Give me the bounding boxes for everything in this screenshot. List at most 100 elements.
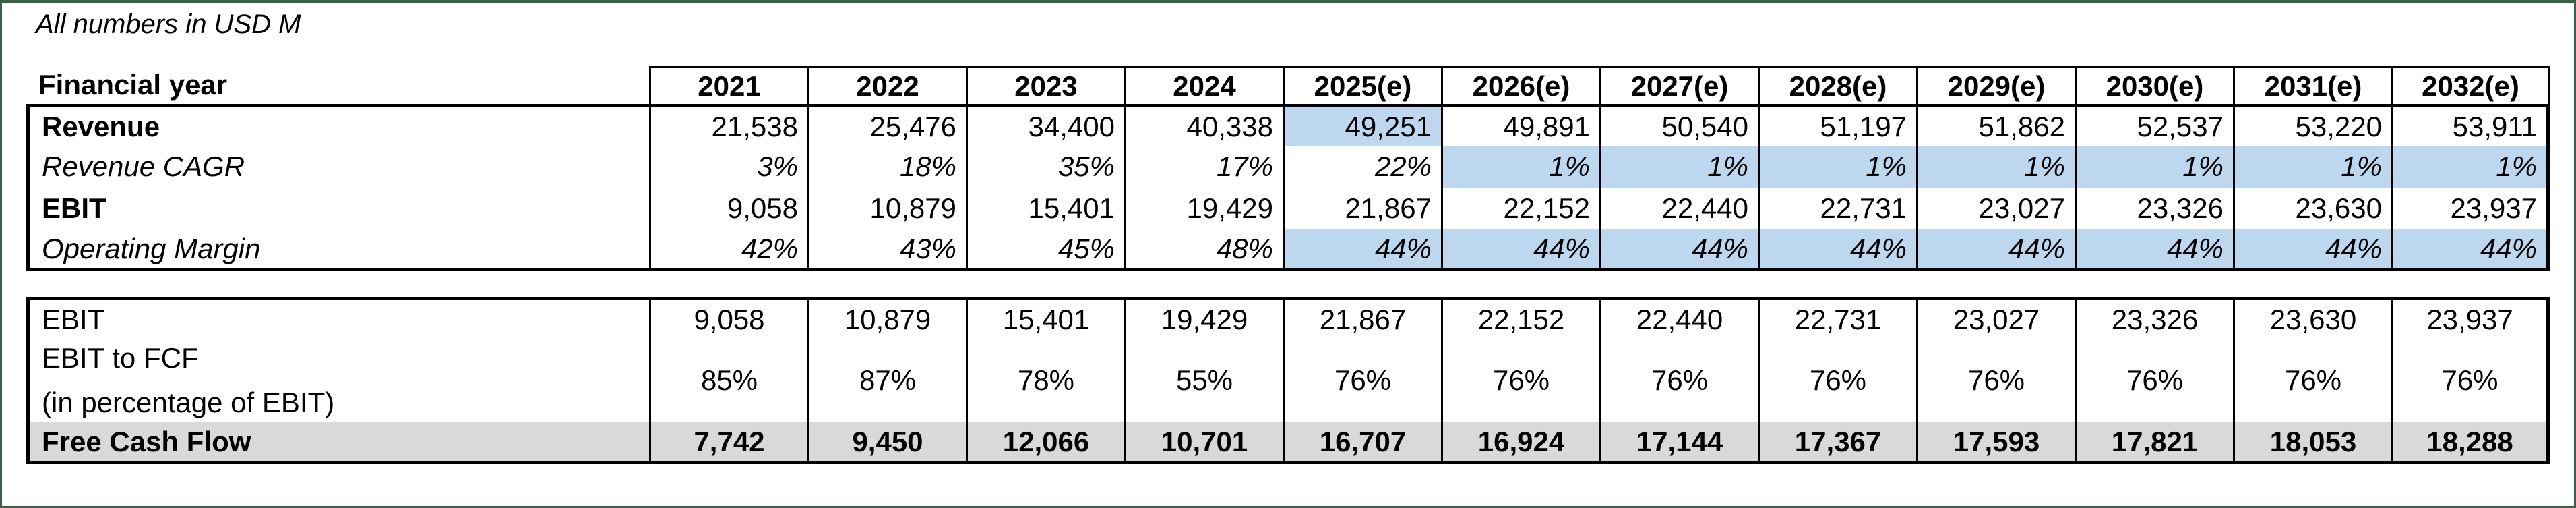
free-cash-flow-label: Free Cash Flow (26, 422, 649, 464)
revenue-cell: 21,538 (649, 104, 807, 146)
operating-margin-cell: 45% (966, 229, 1124, 271)
ebit-cell: 22,440 (1599, 188, 1758, 229)
ebit-to-fcf-cell: 87% (807, 339, 966, 422)
revenue-cagr-cell: 35% (966, 146, 1124, 188)
free-cash-flow-cell: 10,701 (1124, 422, 1283, 464)
operating-margin-cell: 44% (1283, 229, 1441, 271)
ebit-row: EBIT 9,058 10,879 15,401 19,429 21,867 22,152… (26, 188, 2550, 229)
operating-margin-cell: 44% (1441, 229, 1599, 271)
free-cash-flow-cell: 18,053 (2233, 422, 2391, 464)
year-header-cell: 2021 (649, 66, 807, 104)
ebit-cell-2: 22,440 (1599, 297, 1758, 339)
ebit-cell: 22,731 (1758, 188, 1916, 229)
operating-margin-cell: 44% (2233, 229, 2391, 271)
revenue-cagr-cell: 3% (649, 146, 807, 188)
ebit-label-2: EBIT (26, 297, 649, 339)
ebit-to-fcf-cell: 76% (1283, 339, 1441, 422)
financial-year-table: Financial year 2021 2022 2023 2024 2025(e) 20… (26, 66, 2550, 271)
revenue-cagr-row: Revenue CAGR 3% 18% 35% 17% 22% 1% 1% 1% 1% 1% 1% 1… (26, 146, 2550, 188)
ebit-to-fcf-cell: 78% (966, 339, 1124, 422)
operating-margin-label: Operating Margin (26, 229, 649, 271)
ebit-to-fcf-cell: 76% (2075, 339, 2233, 422)
revenue-cagr-cell: 1% (1916, 146, 2075, 188)
revenue-cell: 50,540 (1599, 104, 1758, 146)
revenue-cell: 51,862 (1916, 104, 2075, 146)
operating-margin-cell: 44% (2075, 229, 2233, 271)
ebit-cell-2: 21,867 (1283, 297, 1441, 339)
revenue-cell: 53,911 (2391, 104, 2550, 146)
free-cash-flow-cell: 17,367 (1758, 422, 1916, 464)
revenue-cagr-cell: 22% (1283, 146, 1441, 188)
revenue-cagr-cell: 1% (2233, 146, 2391, 188)
operating-margin-cell: 48% (1124, 229, 1283, 271)
revenue-cell: 49,251 (1283, 104, 1441, 146)
revenue-cagr-cell: 1% (2075, 146, 2233, 188)
ebit-to-fcf-cell: 76% (1441, 339, 1599, 422)
ebit-to-fcf-label: EBIT to FCF (in percentage of EBIT) (26, 339, 649, 422)
free-cash-flow-cell: 17,144 (1599, 422, 1758, 464)
ebit-cell-2: 23,027 (1916, 297, 2075, 339)
revenue-cell: 51,197 (1758, 104, 1916, 146)
ebit-cell: 21,867 (1283, 188, 1441, 229)
ebit-cell: 22,152 (1441, 188, 1599, 229)
operating-margin-cell: 44% (2391, 229, 2550, 271)
revenue-cell: 53,220 (2233, 104, 2391, 146)
ebit-to-fcf-cell: 76% (1599, 339, 1758, 422)
year-header-cell: 2031(e) (2233, 66, 2391, 104)
free-cash-flow-cell: 16,924 (1441, 422, 1599, 464)
year-header-cell: 2022 (807, 66, 966, 104)
year-header-cell: 2025(e) (1283, 66, 1441, 104)
free-cash-flow-cell: 17,821 (2075, 422, 2233, 464)
ebit-to-fcf-label-line2: (in percentage of EBIT) (42, 387, 335, 418)
free-cash-flow-cell: 7,742 (649, 422, 807, 464)
ebit-to-fcf-cell: 55% (1124, 339, 1283, 422)
free-cash-flow-cell: 16,707 (1283, 422, 1441, 464)
revenue-cell: 40,338 (1124, 104, 1283, 146)
revenue-cagr-label: Revenue CAGR (26, 146, 649, 188)
revenue-cell: 34,400 (966, 104, 1124, 146)
revenue-cell: 25,476 (807, 104, 966, 146)
ebit-cell: 19,429 (1124, 188, 1283, 229)
ebit-to-fcf-row: EBIT to FCF (in percentage of EBIT) 85% 8… (26, 339, 2550, 422)
revenue-cagr-cell: 18% (807, 146, 966, 188)
ebit-cell-2: 15,401 (966, 297, 1124, 339)
operating-margin-cell: 42% (649, 229, 807, 271)
ebit-cell-2: 23,937 (2391, 297, 2550, 339)
revenue-row: Revenue 21,538 25,476 34,400 40,338 49,251 49… (26, 104, 2550, 146)
revenue-cell: 52,537 (2075, 104, 2233, 146)
operating-margin-cell: 43% (807, 229, 966, 271)
ebit-cell: 15,401 (966, 188, 1124, 229)
revenue-label: Revenue (26, 104, 649, 146)
free-cash-flow-table: EBIT 9,058 10,879 15,401 19,429 21,867 22,152… (26, 297, 2550, 464)
revenue-cagr-cell: 1% (1599, 146, 1758, 188)
ebit-to-fcf-cell: 76% (1916, 339, 2075, 422)
ebit-cell-2: 23,630 (2233, 297, 2391, 339)
year-header-cell: 2028(e) (1758, 66, 1916, 104)
ebit-to-fcf-cell: 76% (2391, 339, 2550, 422)
ebit-cell: 23,937 (2391, 188, 2550, 229)
ebit-cell-2: 23,326 (2075, 297, 2233, 339)
ebit-to-fcf-cell: 76% (2233, 339, 2391, 422)
ebit-cell: 23,630 (2233, 188, 2391, 229)
ebit-cell: 23,326 (2075, 188, 2233, 229)
ebit-cell-2: 10,879 (807, 297, 966, 339)
financial-year-header: Financial year (38, 69, 228, 101)
ebit-label: EBIT (26, 188, 649, 229)
ebit-cell: 9,058 (649, 188, 807, 229)
year-header-cell: 2023 (966, 66, 1124, 104)
ebit-cell-2: 22,152 (1441, 297, 1599, 339)
ebit-cell: 23,027 (1916, 188, 2075, 229)
free-cash-flow-row: Free Cash Flow 7,742 9,450 12,066 10,701 16,… (26, 422, 2550, 464)
year-header-cell: 2032(e) (2391, 66, 2550, 104)
year-header-cell: 2027(e) (1599, 66, 1758, 104)
year-header-cell: 2024 (1124, 66, 1283, 104)
ebit-cell-2: 19,429 (1124, 297, 1283, 339)
operating-margin-cell: 44% (1599, 229, 1758, 271)
ebit-cell-2: 9,058 (649, 297, 807, 339)
ebit-to-fcf-cell: 76% (1758, 339, 1916, 422)
ebit-to-fcf-cell: 85% (649, 339, 807, 422)
ebit-row-2: EBIT 9,058 10,879 15,401 19,429 21,867 22,152… (26, 297, 2550, 339)
units-note: All numbers in USD M (36, 9, 301, 39)
revenue-cagr-cell: 1% (1758, 146, 1916, 188)
